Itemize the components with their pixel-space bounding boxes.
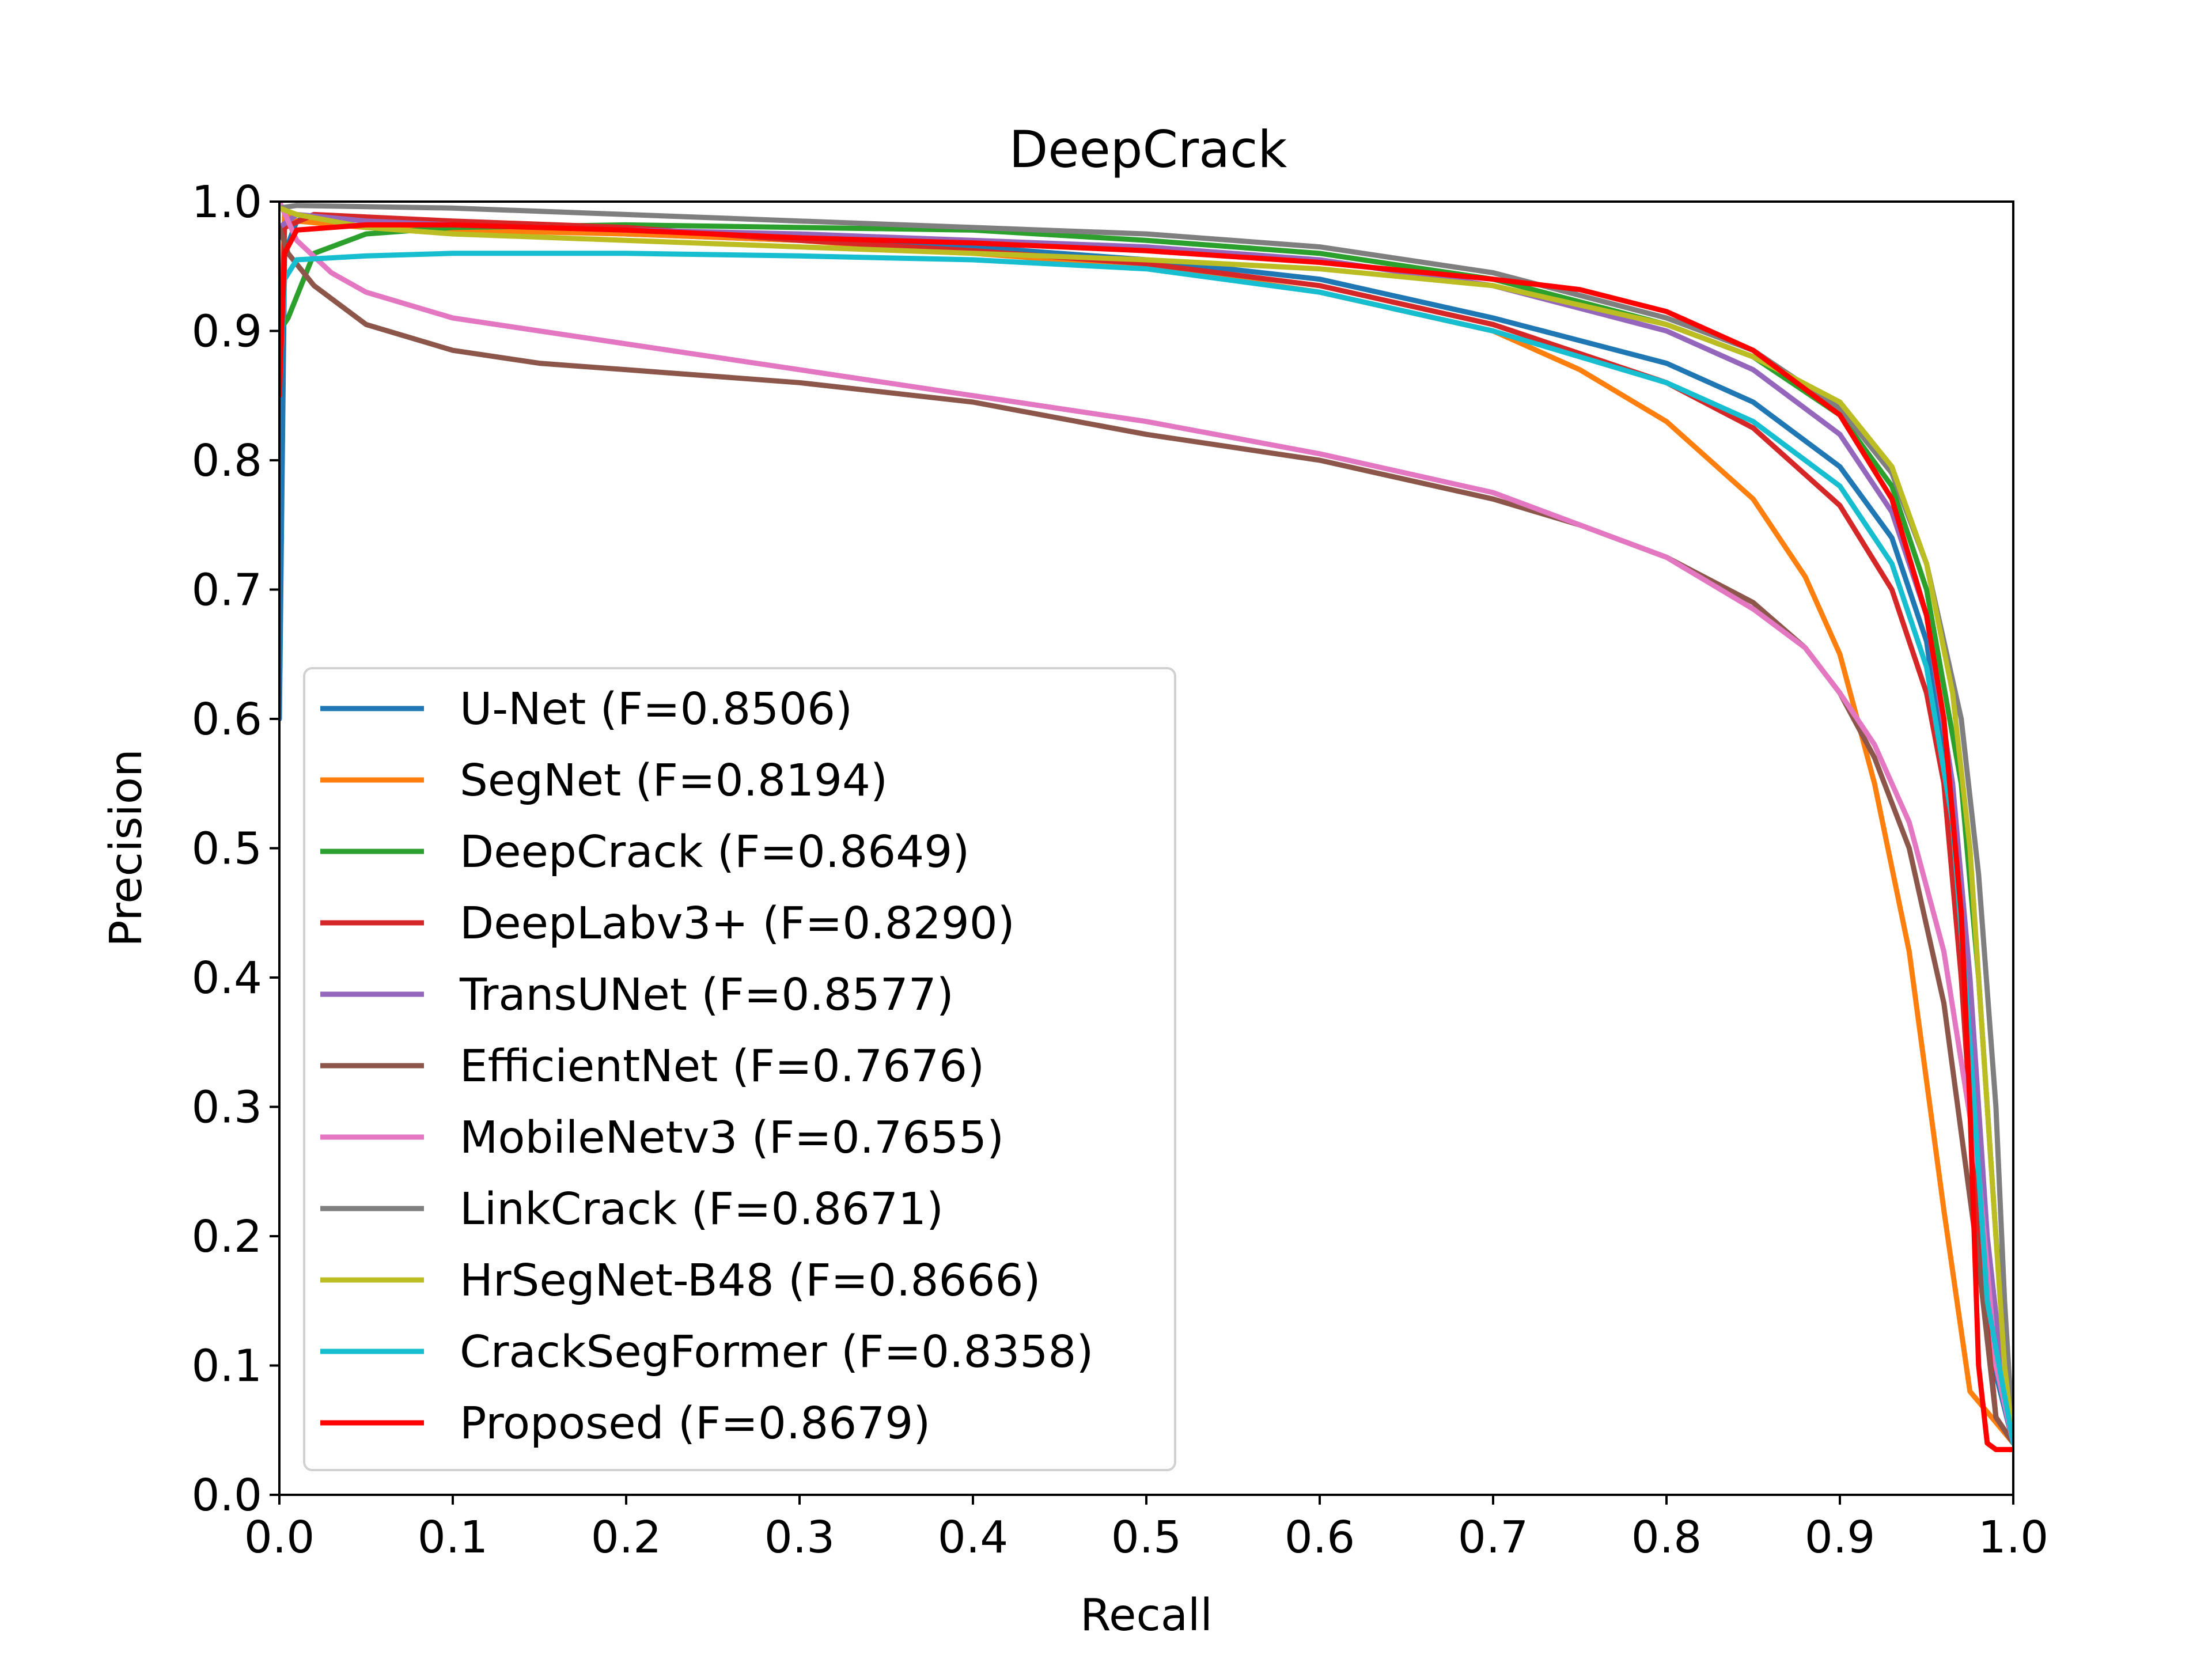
legend-label: CrackSegFormer (F=0.8358)	[460, 1327, 1093, 1378]
x-tick-label: 0.5	[1111, 1512, 1181, 1563]
legend-label: HrSegNet-B48 (F=0.8666)	[460, 1255, 1040, 1306]
series-line-2	[279, 222, 2013, 1446]
series-line-6	[279, 202, 2013, 1446]
series-line-5	[279, 225, 2013, 1446]
chart-title: DeepCrack	[1009, 120, 1287, 179]
x-tick-label: 0.8	[1631, 1512, 1702, 1563]
series-line-7	[279, 203, 2013, 1446]
y-axis-label: Precision	[101, 749, 152, 947]
legend-box	[303, 667, 1176, 1471]
legend-label: Proposed (F=0.8679)	[460, 1398, 930, 1449]
legend: U-Net (F=0.8506) SegNet (F=0.8194) DeepCra…	[303, 667, 1176, 1471]
y-tick-label: 0.6	[192, 694, 262, 745]
y-tick-label: 1.0	[192, 177, 262, 228]
series-layer	[279, 202, 2013, 1452]
x-tick-label: 0.3	[764, 1512, 835, 1563]
x-axis: 0.0 0.1 0.2 0.3 0.4 0.5 0.6 0.7 0.8 0.9 1.0	[244, 1495, 2048, 1563]
y-tick-label: 0.2	[192, 1211, 262, 1263]
y-tick-label: 0.0	[192, 1470, 262, 1521]
y-axis: 0.0 0.1 0.2 0.3 0.4 0.5 0.6 0.7 0.8 0.9 1.0	[192, 177, 279, 1521]
y-tick-label: 0.4	[192, 953, 262, 1004]
legend-label: MobileNetv3 (F=0.7655)	[460, 1112, 1004, 1164]
y-tick-label: 0.9	[192, 306, 262, 358]
x-tick-label: 0.9	[1805, 1512, 1875, 1563]
x-tick-label: 0.1	[418, 1512, 488, 1563]
legend-label: TransUNet (F=0.8577)	[459, 969, 954, 1021]
y-tick-label: 0.7	[192, 565, 262, 616]
legend-label: SegNet (F=0.8194)	[460, 755, 888, 806]
series-line-10	[279, 222, 2013, 1452]
y-tick-label: 0.3	[192, 1082, 262, 1134]
legend-label: U-Net (F=0.8506)	[460, 684, 853, 735]
y-tick-label: 0.5	[192, 824, 262, 875]
x-tick-label: 0.4	[938, 1512, 1008, 1563]
x-tick-label: 0.0	[244, 1512, 315, 1563]
x-tick-label: 0.7	[1458, 1512, 1528, 1563]
x-tick-label: 1.0	[1978, 1512, 2048, 1563]
y-tick-label: 0.1	[192, 1341, 262, 1392]
y-tick-label: 0.8	[192, 435, 262, 487]
legend-label: DeepLabv3+ (F=0.8290)	[460, 898, 1015, 949]
legend-label: DeepCrack (F=0.8649)	[460, 827, 969, 878]
x-tick-label: 0.6	[1285, 1512, 1355, 1563]
x-tick-label: 0.2	[591, 1512, 661, 1563]
series-line-8	[279, 205, 2013, 1446]
legend-label: LinkCrack (F=0.8671)	[460, 1184, 944, 1235]
x-axis-label: Recall	[1080, 1590, 1213, 1641]
series-line-3	[279, 211, 2013, 1446]
legend-label: EfficientNet (F=0.7676)	[460, 1041, 984, 1092]
